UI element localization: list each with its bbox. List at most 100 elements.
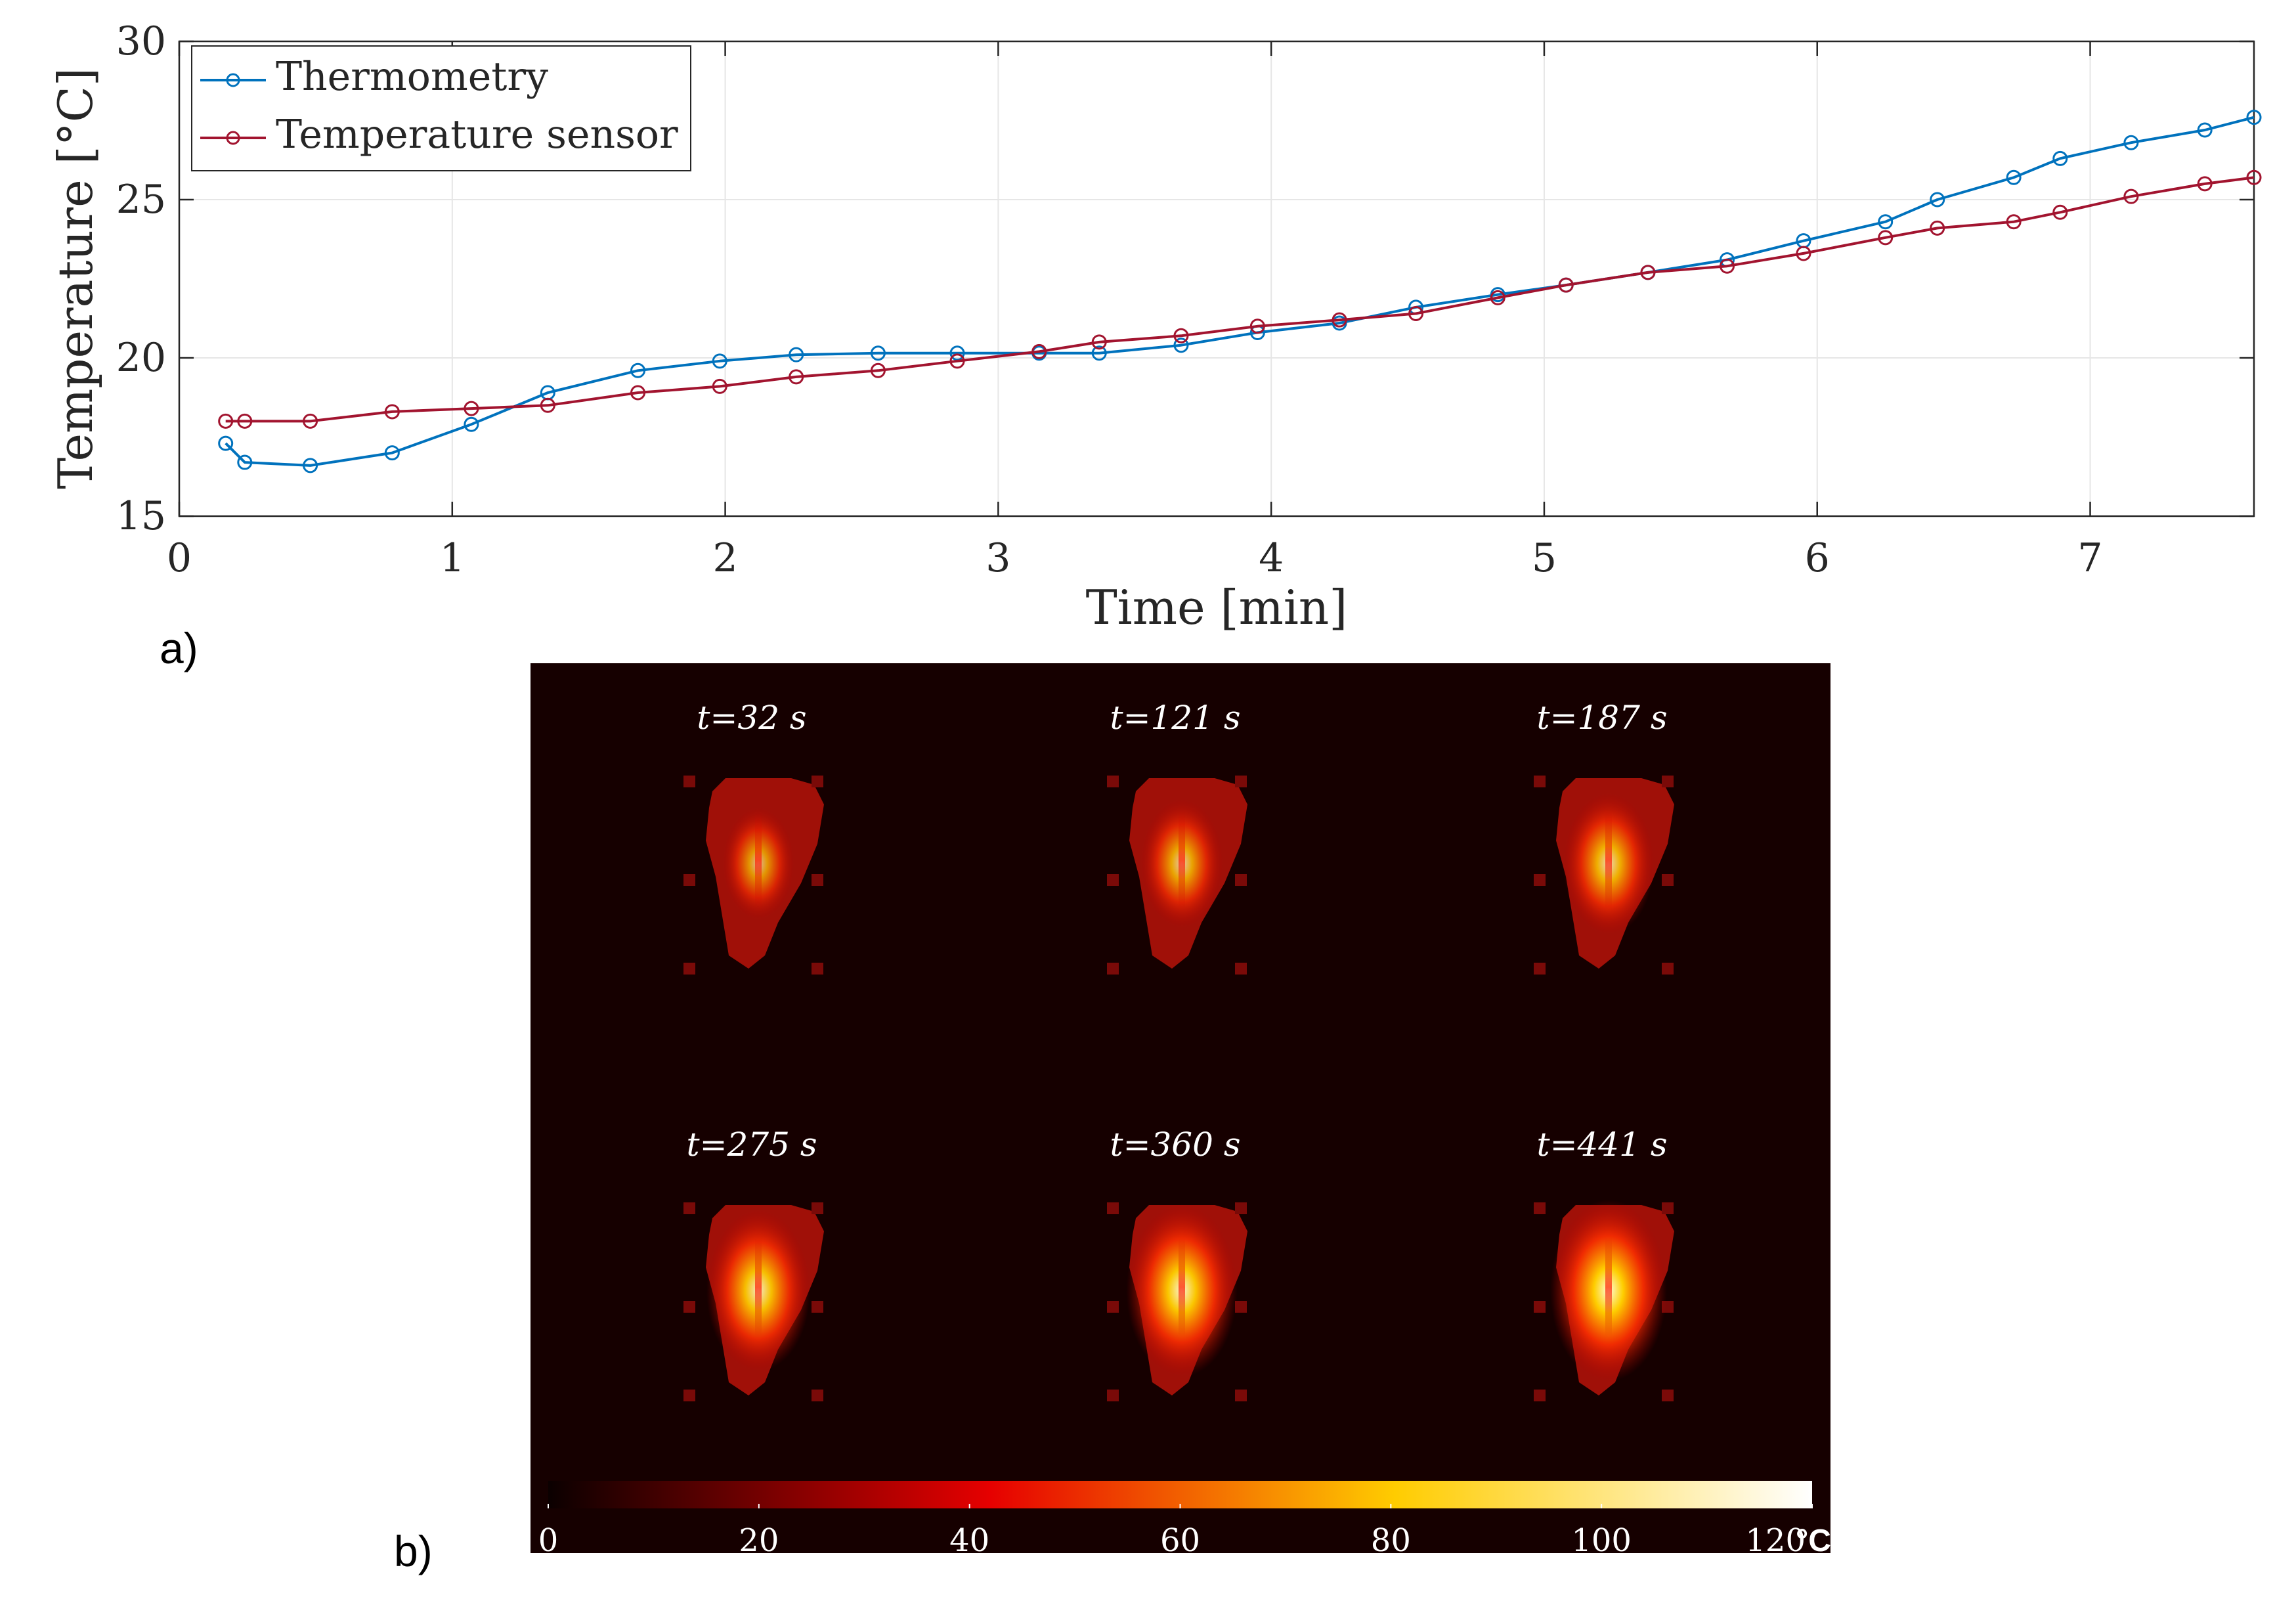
data-point	[237, 454, 253, 470]
fiducial-marker	[1662, 963, 1674, 975]
data-point	[1408, 306, 1424, 322]
data-point	[2006, 214, 2022, 230]
fiducial-marker	[1235, 963, 1247, 975]
fiducial-marker	[1235, 776, 1247, 787]
fiducial-marker	[1534, 1202, 1546, 1214]
fiducial-marker	[812, 1202, 823, 1214]
data-point	[2246, 110, 2262, 125]
colorbar-tick-label: 0	[538, 1522, 559, 1559]
frame-time-label: t=441 s	[1537, 1126, 1668, 1164]
data-point	[2123, 135, 2139, 150]
frame-time-label: t=121 s	[1110, 699, 1241, 737]
x-tick-label: 4	[1259, 535, 1284, 581]
x-tick-label: 6	[1805, 535, 1830, 581]
x-tick-label: 0	[167, 535, 192, 581]
fiducial-marker	[1235, 1390, 1247, 1401]
y-tick-label: 25	[116, 177, 166, 223]
heating-streak	[1605, 811, 1612, 910]
y-tick-label: 30	[116, 18, 166, 64]
data-point	[2052, 204, 2068, 220]
colorbar: 0 20 40 60 80 100 120 °C	[538, 1481, 1831, 1559]
data-point	[1332, 312, 1347, 328]
fiducial-marker	[683, 963, 695, 975]
fiducial-marker	[1235, 1301, 1247, 1313]
fiducial-marker	[1662, 1390, 1674, 1401]
legend: Thermometry Temperature sensor	[191, 45, 691, 171]
y-tick-label: 20	[116, 335, 166, 381]
data-point	[237, 413, 253, 429]
data-point	[1720, 258, 1735, 274]
legend-box	[191, 45, 691, 171]
fiducial-marker	[1662, 874, 1674, 886]
fiducial-marker	[1235, 1202, 1247, 1214]
series-line-temperature-sensor	[225, 176, 2255, 423]
data-point	[1796, 246, 1811, 261]
data-point	[1091, 345, 1107, 361]
fiducial-marker	[683, 1390, 695, 1401]
thermal-frame: t=121 s	[1107, 699, 1247, 975]
data-point	[630, 385, 646, 401]
fiducial-marker	[1107, 1202, 1119, 1214]
data-point	[2123, 188, 2139, 204]
y-axis-label: Temperature [°C]	[48, 68, 103, 489]
colorbar-tick-label: 20	[739, 1522, 779, 1559]
colorbar-tick-label: 120	[1745, 1522, 1806, 1559]
thermal-frame: t=441 s	[1534, 1126, 1674, 1401]
fiducial-marker	[812, 1301, 823, 1313]
data-point	[218, 435, 234, 451]
data-point	[2006, 169, 2022, 185]
data-point	[303, 413, 318, 429]
fiducial-marker	[1534, 874, 1546, 886]
data-point	[464, 416, 479, 432]
colorbar-tick-label: 100	[1571, 1522, 1632, 1559]
x-tick-label: 7	[2077, 535, 2102, 581]
x-tick-label: 5	[1532, 535, 1557, 581]
thermal-frames: t=32 s t=121 s t=187 s t=275 s t=360 s t=441 …	[683, 699, 1674, 1401]
data-point	[789, 369, 804, 385]
fiducial-marker	[683, 776, 695, 787]
thermal-frame: t=360 s	[1107, 1126, 1247, 1401]
series-group	[218, 110, 2262, 473]
data-point	[1249, 318, 1265, 334]
data-point	[712, 353, 727, 369]
data-point	[218, 413, 234, 429]
x-tick-label: 2	[712, 535, 737, 581]
frame-time-label: t=360 s	[1110, 1126, 1241, 1164]
fiducial-marker	[1662, 776, 1674, 787]
fiducial-marker	[1662, 1202, 1674, 1214]
frame-time-label: t=32 s	[697, 699, 806, 737]
heating-streak	[755, 811, 762, 910]
fiducial-marker	[1107, 776, 1119, 787]
data-point	[540, 397, 555, 413]
data-point	[303, 458, 318, 473]
data-point	[2052, 150, 2068, 166]
legend-label-thermometry: Thermometry	[276, 54, 548, 100]
data-point	[789, 347, 804, 362]
fiducial-marker	[812, 1390, 823, 1401]
data-point	[870, 362, 886, 378]
data-point	[2197, 176, 2213, 192]
axes-box	[178, 40, 2255, 517]
data-point	[1878, 214, 1894, 230]
fiducial-marker	[812, 874, 823, 886]
panel-label-a: a)	[160, 624, 198, 672]
fiducial-marker	[812, 963, 823, 975]
grid	[179, 41, 2254, 516]
data-point	[1173, 338, 1189, 353]
heating-streak	[755, 1238, 762, 1336]
frame-time-label: t=275 s	[687, 1126, 817, 1164]
y-tick-label: 15	[116, 493, 166, 539]
colorbar-tick-label: 60	[1160, 1522, 1200, 1559]
data-point	[630, 362, 646, 378]
heating-streak	[1179, 1238, 1185, 1336]
colorbar-ticks: 0 20 40 60 80 100 120	[538, 1504, 1813, 1559]
thermal-frame: t=32 s	[683, 699, 824, 975]
data-point	[1878, 230, 1894, 246]
data-point	[464, 401, 479, 416]
colorbar-tick-label: 40	[949, 1522, 989, 1559]
legend-entry-thermometry: Thermometry	[200, 54, 548, 100]
data-point	[870, 345, 886, 361]
data-point	[384, 445, 400, 461]
fiducial-marker	[1534, 776, 1546, 787]
